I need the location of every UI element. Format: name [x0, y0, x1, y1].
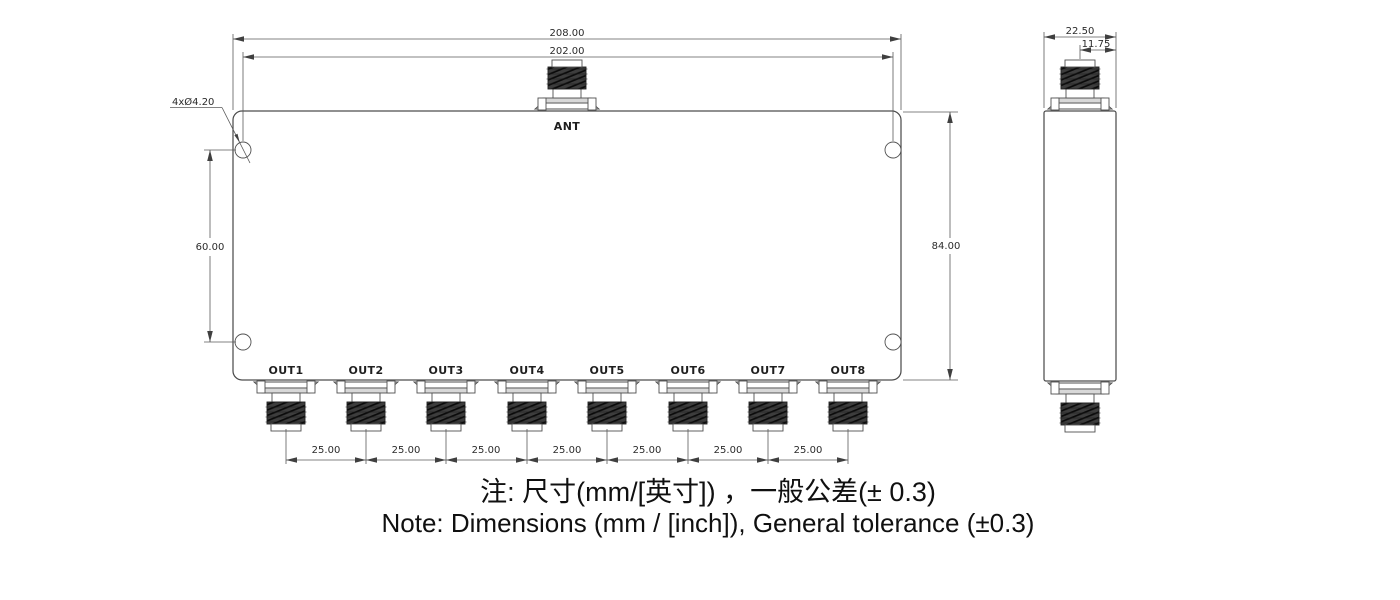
out7-label: OUT7	[750, 364, 785, 377]
mounting-hole-top-right	[884, 141, 902, 159]
out2-label: OUT2	[348, 364, 383, 377]
out3-label: OUT3	[428, 364, 463, 377]
dim-hole-callout: 4xØ4.20	[170, 96, 251, 164]
out1-label: OUT1	[268, 364, 303, 377]
out1-connector	[253, 380, 319, 432]
hole-callout-value: 4xØ4.20	[172, 96, 214, 108]
side-bottom-connector	[1047, 381, 1113, 433]
dim-overall-height: 84.00	[903, 111, 961, 381]
dim-connector-offset: 11.75	[1079, 39, 1116, 59]
dim-depth: 22.50	[1043, 26, 1117, 108]
dim-depth-value: 22.50	[1066, 26, 1095, 37]
mounting-hole-bottom-left	[234, 333, 252, 351]
notes-block: 注: 尺寸(mm/[英寸]) ，一般公差(± 0.3) Note: Dimens…	[358, 477, 1058, 539]
output-connectors	[253, 380, 881, 432]
dim-overall-width-value: 208.00	[550, 28, 585, 39]
out5-connector	[574, 380, 640, 432]
dim-hole-spacing-h: 202.00	[242, 46, 894, 141]
leader-arrowhead	[234, 133, 240, 143]
dim-hole-spacing-h-value: 202.00	[550, 46, 585, 57]
out4-label: OUT4	[509, 364, 544, 377]
out3-connector	[413, 380, 479, 432]
dim-overall-width: 208.00	[232, 28, 902, 110]
dim-overall-height-value: 84.00	[932, 241, 961, 252]
front-view: ANT OUT1 OUT2 OUT3 OUT4 OUT5 OUT6 OUT7 O…	[170, 28, 960, 464]
out4-connector	[494, 380, 560, 432]
pitch-value-1: 25.00	[312, 445, 341, 456]
dim-connector-offset-value: 11.75	[1082, 39, 1111, 50]
out5-label: OUT5	[589, 364, 624, 377]
out8-connector	[815, 380, 881, 432]
note-line-en: Note: Dimensions (mm / [inch]), General …	[381, 508, 1035, 538]
pitch-value-6: 25.00	[714, 445, 743, 456]
out8-label: OUT8	[830, 364, 865, 377]
output-labels: OUT1 OUT2 OUT3 OUT4 OUT5 OUT6 OUT7 OUT8	[268, 364, 865, 377]
mounting-hole-bottom-right	[884, 333, 902, 351]
enclosure-side-outline	[1043, 110, 1117, 382]
dim-output-pitch: 25.00 25.00 25.00 25.00 25.00 25.00 25.0…	[285, 429, 849, 464]
out6-connector	[655, 380, 721, 432]
out2-connector	[333, 380, 399, 432]
pitch-value-2: 25.00	[392, 445, 421, 456]
pitch-value-3: 25.00	[472, 445, 501, 456]
side-top-connector	[1047, 59, 1113, 111]
note-line-zh: 注: 尺寸(mm/[英寸]) ，一般公差(± 0.3)	[480, 477, 936, 507]
dim-hole-spacing-v: 60.00	[196, 149, 236, 343]
side-view: 22.50 11.75	[1043, 26, 1117, 433]
pitch-value-7: 25.00	[794, 445, 823, 456]
ant-connector	[534, 59, 600, 111]
ant-label: ANT	[554, 120, 581, 133]
enclosure-front-outline	[232, 110, 902, 381]
pitch-value-4: 25.00	[553, 445, 582, 456]
pitch-value-5: 25.00	[633, 445, 662, 456]
out6-label: OUT6	[670, 364, 705, 377]
out7-connector	[735, 380, 801, 432]
dim-hole-spacing-v-value: 60.00	[196, 242, 225, 253]
